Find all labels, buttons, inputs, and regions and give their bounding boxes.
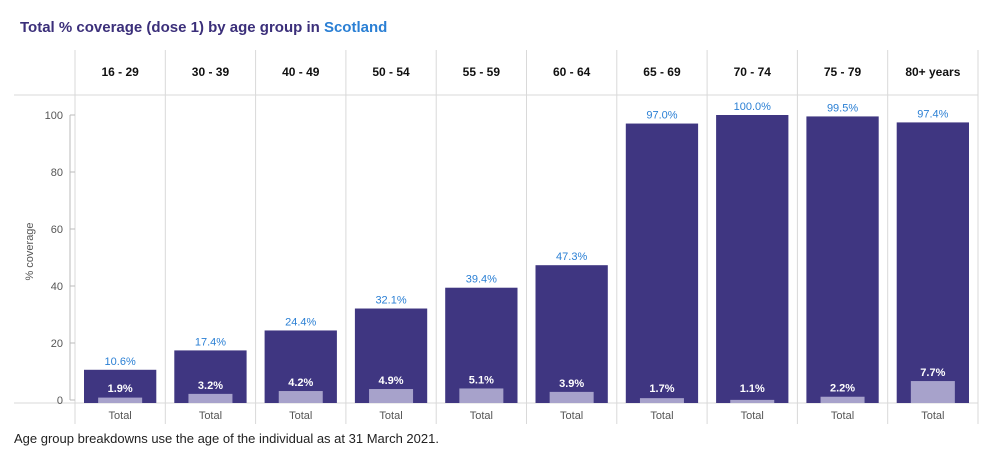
bar-value-label: 97.0% (646, 110, 677, 122)
inner-bar (459, 388, 504, 403)
inner-bar (369, 389, 414, 403)
inner-value-label: 4.2% (288, 377, 313, 389)
bar-value-label: 47.3% (556, 251, 587, 263)
inner-value-label: 7.7% (920, 367, 945, 379)
category-label: 16 - 29 (101, 65, 139, 79)
facet-label: Total (470, 410, 493, 422)
bar (625, 123, 699, 404)
bar-value-label: 10.6% (105, 356, 136, 368)
inner-value-label: 1.9% (108, 383, 133, 395)
inner-value-label: 2.2% (830, 383, 855, 395)
bar (445, 287, 518, 403)
facet-label: Total (379, 410, 402, 422)
facet-label: Total (109, 410, 132, 422)
bar (896, 122, 969, 403)
inner-value-label: 1.1% (740, 383, 765, 395)
bar (716, 115, 789, 403)
category-label: 75 - 79 (824, 65, 862, 79)
chart-title-prefix: Total % coverage (dose 1) by age group i… (20, 19, 320, 36)
y-tick-label: 40 (51, 281, 63, 293)
coverage-bar-chart: 0 20 40 60 80 100 % coverage 16 - 29 10.6% 1.9% To… (14, 50, 979, 424)
chart-title: Total % coverage (dose 1) by age group i… (20, 19, 387, 36)
category-label: 70 - 74 (734, 65, 772, 79)
facet-label: Total (650, 410, 673, 422)
bar-value-label: 24.4% (285, 316, 316, 328)
footnote: Age group breakdowns use the age of the … (14, 431, 439, 446)
inner-bar (188, 393, 233, 403)
bar-value-label: 17.4% (195, 336, 226, 348)
y-tick-label: 100 (45, 110, 63, 122)
inner-bar (730, 399, 775, 403)
category-label: 60 - 64 (553, 65, 591, 79)
y-tick-label: 20 (51, 338, 63, 350)
inner-value-label: 5.1% (469, 374, 494, 386)
bar (354, 308, 428, 403)
inner-bar (549, 391, 594, 403)
inner-value-label: 4.9% (379, 375, 404, 387)
category-label: 40 - 49 (282, 65, 320, 79)
bar-value-label: 99.5% (827, 102, 858, 114)
facet-label: Total (199, 410, 222, 422)
bar (264, 330, 337, 403)
inner-value-label: 1.7% (649, 383, 674, 395)
category-label: 30 - 39 (192, 65, 230, 79)
y-axis-title: % coverage (24, 222, 36, 280)
y-tick-label: 0 (57, 395, 63, 407)
y-tick-label: 60 (51, 224, 63, 236)
inner-bar (639, 398, 684, 403)
bar (806, 116, 879, 404)
bar-value-label: 32.1% (375, 295, 406, 307)
bar (535, 265, 608, 403)
bar-value-label: 100.0% (734, 101, 772, 113)
category-label: 55 - 59 (463, 65, 501, 79)
y-tick-label: 80 (51, 167, 63, 179)
bar-value-label: 39.4% (466, 274, 497, 286)
facet-label: Total (289, 410, 312, 422)
inner-value-label: 3.9% (559, 378, 584, 390)
facet-label: Total (560, 410, 583, 422)
bar (84, 369, 157, 403)
bar-value-label: 97.4% (917, 108, 948, 120)
facet-label: Total (921, 410, 944, 422)
chart-title-place: Scotland (323, 19, 388, 36)
category-label: 80+ years (905, 65, 960, 79)
inner-bar (910, 381, 955, 403)
inner-bar (278, 391, 323, 403)
inner-value-label: 3.2% (198, 380, 223, 392)
facet-label: Total (831, 410, 854, 422)
facet-label: Total (741, 410, 764, 422)
category-label: 50 - 54 (372, 65, 410, 79)
category-label: 65 - 69 (643, 65, 681, 79)
inner-bar (98, 397, 143, 403)
inner-bar (820, 396, 865, 403)
